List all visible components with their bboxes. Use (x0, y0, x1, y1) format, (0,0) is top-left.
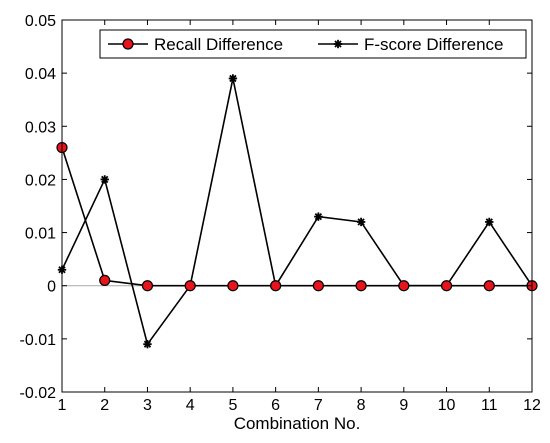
legend-box (99, 29, 527, 59)
fscore-point (228, 74, 238, 83)
x-tick-label: 3 (143, 397, 152, 414)
x-tick-label: 7 (314, 397, 323, 414)
fscore-point (314, 212, 323, 221)
series-line-recall (61, 147, 532, 287)
fscore-point (143, 339, 152, 349)
fscore-point (100, 175, 109, 184)
recall-point (312, 280, 324, 292)
recall-point (270, 280, 282, 292)
legend-marker (333, 39, 343, 49)
legend-marker (122, 38, 134, 50)
x-tick-label: 2 (100, 397, 109, 414)
y-tick-label: 0 (47, 279, 56, 296)
y-tick-label: -0.02 (20, 385, 57, 402)
x-tick-label: 12 (523, 397, 541, 414)
plot-frame (61, 19, 533, 393)
y-tick-label: 0.01 (25, 226, 56, 243)
recall-point (398, 280, 410, 292)
y-tick-label: 0.03 (25, 119, 56, 136)
recall-point (141, 280, 154, 292)
series-line-fscore (61, 78, 533, 347)
x-tick-label: 1 (58, 397, 67, 414)
asterisk-stroke (143, 340, 152, 348)
recall-point (184, 280, 196, 292)
asterisk-stroke (334, 40, 342, 48)
recall-point (99, 274, 111, 286)
legend-entries: Recall Difference F-score Difference (108, 35, 504, 54)
recall-point (355, 280, 367, 292)
legend: Recall Difference F-score Difference (99, 29, 527, 59)
x-tick-label: 11 (481, 397, 498, 414)
asterisk-stroke (101, 175, 109, 184)
x-tick-label: 4 (186, 397, 195, 414)
y-tick-label: -0.01 (20, 332, 57, 349)
fscore-point (485, 217, 494, 227)
asterisk-stroke (485, 218, 493, 226)
x-tick-label: 6 (271, 397, 280, 414)
recall-point (483, 280, 495, 292)
x-tick-label: 8 (357, 397, 366, 414)
x-axis-title: Combination No. (234, 414, 361, 433)
y-tick-label: 0.02 (25, 172, 56, 189)
fscore-point (356, 217, 366, 227)
y-tick-label: 0.04 (25, 66, 56, 83)
recall-point (227, 280, 239, 292)
asterisk-stroke (314, 212, 323, 221)
asterisk-stroke (229, 74, 237, 83)
series-layer (56, 74, 538, 349)
x-tick-label: 9 (399, 397, 408, 414)
x-tick-label: 10 (438, 397, 456, 414)
legend-label: F-score Difference (364, 35, 504, 54)
x-tick-label: 5 (228, 397, 237, 414)
recall-point (440, 280, 453, 292)
legend-label: Recall Difference (154, 35, 283, 54)
y-tick-label: 0.05 (25, 13, 56, 30)
asterisk-stroke (357, 218, 365, 226)
